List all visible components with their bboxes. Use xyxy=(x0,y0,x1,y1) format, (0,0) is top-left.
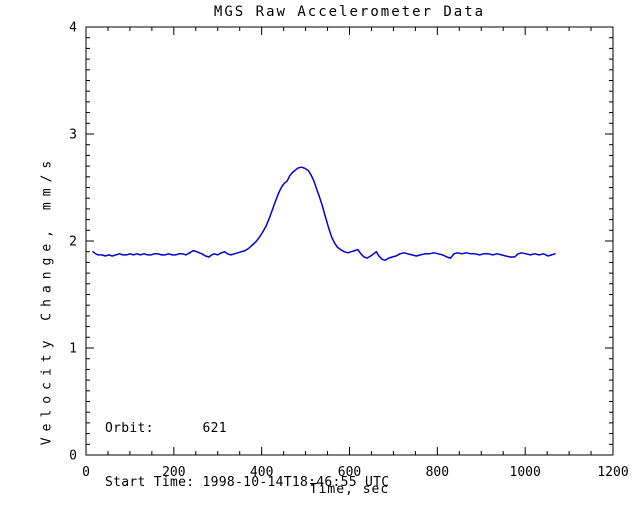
x-tick-label: 800 xyxy=(426,465,449,480)
x-tick-label: 0 xyxy=(82,465,90,480)
start-time-annotation: Start Time: 1998-10-14T18:46:55 UTC xyxy=(105,475,390,490)
x-tick-label: 200 xyxy=(162,465,185,480)
y-tick-label: 3 xyxy=(69,128,77,143)
chart-title: MGS Raw Accelerometer Data xyxy=(213,4,486,20)
y-tick-label: 2 xyxy=(69,235,77,250)
orbit-annotation: Orbit: 621 xyxy=(105,421,227,436)
y-tick-label: 0 xyxy=(69,449,77,464)
data-curve xyxy=(92,166,556,262)
x-axis-label: Time, sec xyxy=(309,482,390,497)
y-tick-label: 1 xyxy=(69,342,77,357)
x-tick-label: 600 xyxy=(338,465,361,480)
x-tick-label: 1200 xyxy=(597,465,628,480)
y-tick-label: 4 xyxy=(69,21,77,36)
y-axis-label-text: Velocity Change, mm/s xyxy=(39,154,55,446)
x-tick-label: 400 xyxy=(250,465,273,480)
x-tick-label: 1000 xyxy=(510,465,541,480)
annotation-block: Orbit: 621 Start Time: 1998-10-14T18:46:… xyxy=(105,384,389,512)
